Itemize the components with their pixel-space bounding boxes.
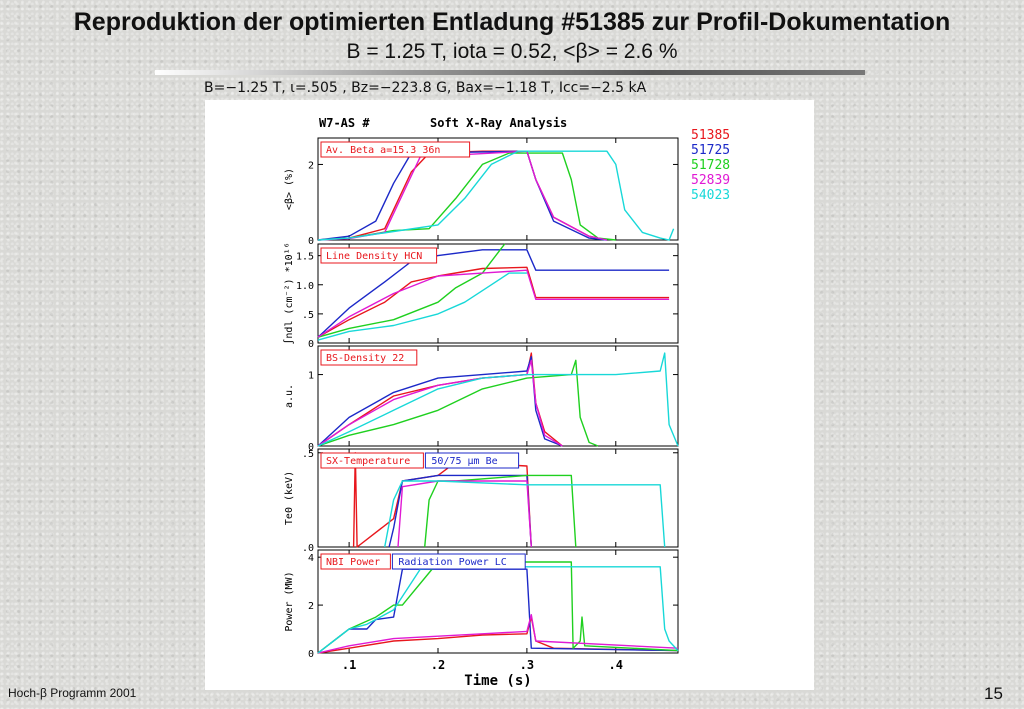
slide-title: Reproduktion der optimierten Entladung #… [73, 8, 951, 36]
y-tick-label: 1 [308, 371, 314, 382]
x-tick-label: .2 [431, 658, 445, 672]
panel-frame-0 [317, 137, 679, 241]
panel-label: NBI Power [326, 557, 380, 568]
page-number: 15 [984, 684, 1003, 703]
panel-label: Line Density HCN [326, 251, 422, 262]
panel-frame-1 [317, 243, 679, 344]
x-tick-label: .4 [609, 658, 623, 672]
panel-label-box [320, 452, 424, 469]
series-51728 [317, 359, 599, 447]
slide-subtitle: B = 1.25 T, iota = 0.52, <β> = 2.6 % [346, 40, 678, 63]
series-51728 [317, 243, 506, 338]
panel-label-box [320, 141, 471, 158]
y-tick-label: 2 [308, 601, 314, 612]
y-tick-label: 1.5 [296, 252, 314, 263]
series-52839 [317, 269, 670, 338]
series-51385 [317, 616, 679, 654]
panel-label2-box [424, 452, 520, 469]
panel-label2: 50/75 μm Be [431, 456, 497, 467]
y-tick-label: .5 [302, 310, 314, 321]
x-axis-label: Time (s) [464, 673, 531, 689]
y-tick-label: 1.0 [296, 281, 314, 292]
parameter-line: B=−1.25 T, ι=.505 , Bz=−223.8 G, Bax=−1.… [204, 80, 647, 96]
chart-header-left: W7-AS # [319, 116, 370, 130]
series-52839 [317, 150, 608, 241]
y-tick-label: .0 [302, 543, 314, 554]
panel-frame-2 [317, 345, 679, 447]
panel-frame-4 [317, 549, 679, 654]
y-axis-label: Power (MW) [284, 571, 295, 631]
series-54023 [317, 566, 679, 654]
footer-program: Hoch-β Programm 2001 [8, 686, 137, 700]
panel-label: SX-Temperature [326, 456, 410, 467]
series-52839 [317, 359, 563, 447]
y-tick-label: 4 [308, 553, 314, 564]
y-axis-label: <β> (%) [284, 168, 295, 210]
series-51728 [317, 152, 616, 241]
legend-51385: 51385 [691, 128, 730, 143]
chart-title: Soft X-Ray Analysis [430, 116, 567, 130]
y-tick-label: 0 [308, 339, 314, 350]
panel-label-box [320, 247, 438, 264]
panel-frame-3 [317, 448, 679, 548]
legend-54023: 54023 [691, 188, 730, 203]
series-51725 [317, 249, 670, 338]
series-51725 [317, 568, 679, 654]
y-tick-label: 0 [308, 442, 314, 453]
series-54023 [317, 272, 527, 341]
panel-label: Av. Beta a=15.3 36n [326, 145, 440, 156]
x-tick-label: .1 [342, 658, 356, 672]
series-51728 [424, 474, 577, 548]
series-51725 [388, 474, 532, 548]
y-tick-label: 2 [308, 160, 314, 171]
legend-51728: 51728 [691, 158, 730, 173]
panel-label2: Radiation Power LC [398, 557, 506, 568]
panel-label-box [320, 553, 391, 570]
series-51725 [317, 356, 563, 447]
y-axis-label: Te0 (keV) [284, 471, 295, 525]
plot-sheet: W7-AS # Soft X-Ray Analysis 51385 51725 5172… [205, 100, 814, 690]
legend-52839: 52839 [691, 173, 730, 188]
series-51385 [317, 150, 608, 241]
series-54023 [384, 480, 666, 548]
y-tick-label: 0 [308, 236, 314, 247]
panel-label-box [320, 349, 418, 366]
title-divider [155, 70, 865, 75]
series-54023 [317, 352, 679, 447]
legend-51725: 51725 [691, 143, 730, 158]
series-52839 [317, 614, 679, 654]
y-tick-label: 0 [308, 649, 314, 660]
series-52839 [397, 480, 532, 548]
soft-xray-chart: W7-AS # Soft X-Ray Analysis 51385517255172… [283, 116, 730, 689]
y-axis-label: a.u. [284, 384, 295, 408]
series-54023 [317, 150, 675, 241]
x-tick-label: .3 [520, 658, 534, 672]
panel-label: BS-Density 22 [326, 353, 404, 364]
y-axis-label: ∫ndl (cm⁻²) *10¹⁶ [283, 242, 295, 344]
series-51728 [317, 561, 679, 654]
panel-label2-box [391, 553, 526, 570]
series-51385 [317, 266, 670, 338]
series-51725 [317, 150, 607, 241]
y-tick-label: .5 [302, 449, 314, 460]
series-51385 [317, 352, 563, 447]
